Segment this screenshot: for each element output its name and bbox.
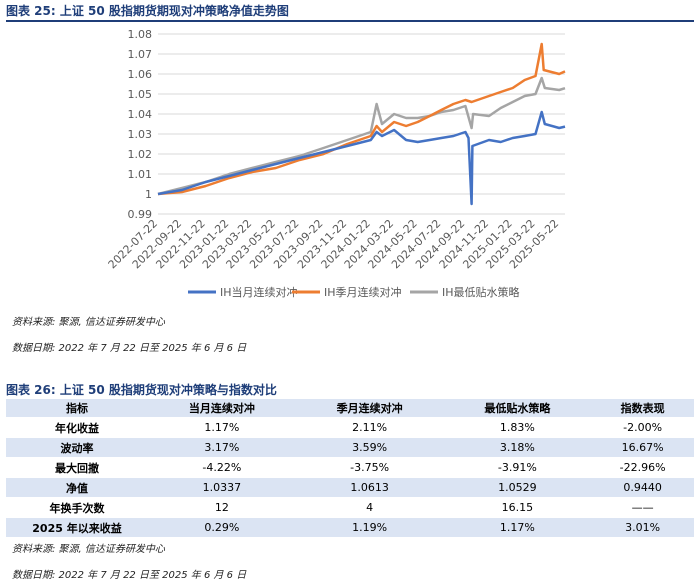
table-cell: -2.00% — [591, 417, 694, 438]
header-index-performance: 指数表现 — [591, 399, 694, 418]
table-cell: -4.22% — [148, 457, 296, 478]
table-cell: 1.0613 — [295, 477, 444, 498]
table-row: 净值 1.0337 1.0613 1.0529 0.9440 — [6, 477, 694, 498]
figure-25-title-text: 图表 25: 上证 50 股指期货期现对冲策略净值走势图 — [6, 4, 289, 18]
table-cell: 1.19% — [295, 517, 444, 538]
table-cell: -22.96% — [591, 457, 694, 478]
row-label: 最大回撤 — [6, 457, 148, 478]
table-row: 年换手次数 12 4 16.15 —— — [6, 497, 694, 518]
y-tick-label: 1.08 — [128, 28, 153, 41]
row-label: 年换手次数 — [6, 497, 148, 518]
table-cell: 12 — [148, 497, 296, 518]
legend-label: IH最低贴水策略 — [442, 285, 520, 299]
figure-25-title: 图表 25: 上证 50 股指期货期现对冲策略净值走势图 — [6, 0, 694, 22]
y-tick-label: 1.06 — [128, 68, 153, 81]
table-cell: —— — [591, 497, 694, 518]
y-tick-label: 0.99 — [128, 208, 153, 221]
y-tick-label: 1.01 — [128, 168, 153, 181]
chart-gridlines — [158, 33, 565, 215]
row-label: 波动率 — [6, 437, 148, 458]
figure-25-source: 资料来源: 聚源, 信达证券研发中心 — [12, 317, 165, 328]
table-cell: 0.9440 — [591, 477, 694, 498]
row-label: 年化收益 — [6, 417, 148, 438]
nav-line-chart: 0.99 1 1.01 1.02 1.03 1.04 1.05 1.06 1.07 1.08 20… — [106, 28, 566, 299]
header-quarterly-hedge: 季月连续对冲 — [295, 399, 444, 418]
table-row: 年化收益 1.17% 2.11% 1.83% -2.00% — [6, 417, 694, 438]
y-axis-ticks: 0.99 1 1.01 1.02 1.03 1.04 1.05 1.06 1.07 1.08 — [128, 28, 153, 221]
row-label: 净值 — [6, 477, 148, 498]
table-cell: 1.17% — [148, 417, 296, 438]
y-tick-label: 1.07 — [128, 48, 153, 61]
table-cell: 4 — [295, 497, 444, 518]
header-indicator: 指标 — [6, 399, 148, 418]
table-cell: 3.18% — [443, 437, 592, 458]
performance-table: 指标 当月连续对冲 季月连续对冲 最低贴水策略 指数表现 年化收益 1.17% … — [6, 399, 694, 538]
figure-26-source: 资料来源: 聚源, 信达证券研发中心 — [12, 544, 165, 555]
x-axis-ticks: 2022-07-222022-09-222022-11-222023-01-22… — [106, 217, 562, 271]
table-cell: 1.0337 — [148, 477, 296, 498]
figure-26-title-text: 图表 26: 上证 50 股指期货现对冲策略与指数对比 — [6, 383, 277, 397]
table-cell: 1.0529 — [443, 477, 592, 498]
y-tick-label: 1 — [145, 188, 152, 201]
y-tick-label: 1.02 — [128, 148, 153, 161]
series-line — [157, 110, 566, 206]
y-tick-label: 1.05 — [128, 88, 153, 101]
y-tick-label: 1.03 — [128, 128, 153, 141]
table-cell: 3.59% — [295, 437, 444, 458]
table-cell: 3.17% — [148, 437, 296, 458]
table-cell: 16.67% — [591, 437, 694, 458]
table-cell: 1.17% — [443, 517, 592, 538]
table-row: 波动率 3.17% 3.59% 3.18% 16.67% — [6, 437, 694, 458]
figure-26-title: 图表 26: 上证 50 股指期货现对冲策略与指数对比 — [6, 379, 694, 401]
legend-label: IH季月连续对冲 — [324, 285, 402, 299]
table-cell: 16.15 — [443, 497, 592, 518]
table-row: 2025 年以来收益 0.29% 1.19% 1.17% 3.01% — [6, 517, 694, 538]
chart-legend: IH当月连续对冲 IH季月连续对冲 IH最低贴水策略 — [188, 285, 520, 299]
chart-series-lines — [157, 42, 566, 206]
table-cell: 3.01% — [591, 517, 694, 538]
header-min-discount: 最低贴水策略 — [443, 399, 592, 418]
figure-25-date-range: 数据日期: 2022 年 7 月 22 日至 2025 年 6 月 6 日 — [12, 343, 247, 354]
table-cell: -3.75% — [295, 457, 444, 478]
row-label: 2025 年以来收益 — [6, 517, 148, 538]
series-line — [157, 42, 566, 196]
table-cell: 0.29% — [148, 517, 296, 538]
header-monthly-hedge: 当月连续对冲 — [148, 399, 296, 418]
table-cell: 2.11% — [295, 417, 444, 438]
y-tick-label: 1.04 — [128, 108, 153, 121]
table-cell: -3.91% — [443, 457, 592, 478]
legend-label: IH当月连续对冲 — [220, 285, 298, 299]
series-line — [157, 76, 566, 196]
table-row: 最大回撤 -4.22% -3.75% -3.91% -22.96% — [6, 457, 694, 478]
table-header-row: 指标 当月连续对冲 季月连续对冲 最低贴水策略 指数表现 — [6, 399, 694, 418]
figure-26-date-range: 数据日期: 2022 年 7 月 22 日至 2025 年 6 月 6 日 — [12, 570, 247, 581]
table-cell: 1.83% — [443, 417, 592, 438]
